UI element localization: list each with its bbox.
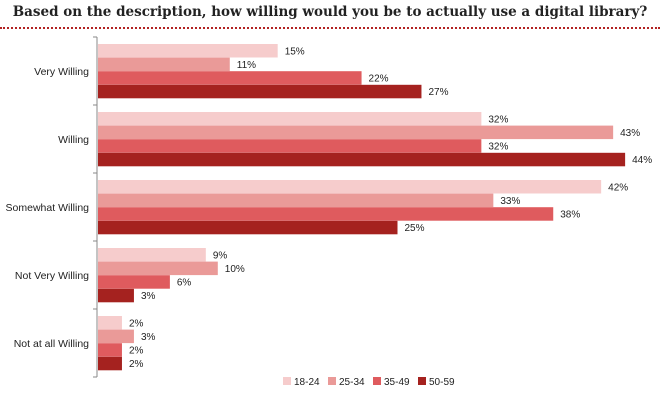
bar [98,44,278,58]
data-label: 15% [285,46,305,57]
bar [98,343,122,357]
bar [98,139,482,153]
data-label: 10% [225,264,245,275]
data-label: 32% [488,141,508,152]
data-label: 9% [213,250,228,261]
data-label: 27% [428,87,448,98]
data-label: 43% [620,128,640,139]
bar [98,84,422,99]
category-label: Willing [58,134,89,146]
bar [98,316,122,330]
legend-swatch [373,377,381,385]
title-divider [0,27,660,29]
legend-label: 50-59 [429,377,455,388]
data-label: 6% [177,277,192,288]
bar [98,152,626,167]
bar [98,71,362,85]
legend-swatch [418,377,426,385]
data-label: 2% [129,359,144,370]
data-label: 33% [500,196,520,207]
data-label: 2% [129,345,144,356]
bar [98,288,134,303]
legend-swatch [328,377,336,385]
category-label: Not Very Willing [15,270,89,282]
bar [98,220,398,235]
legend-label: 25-34 [339,377,365,388]
bar [98,248,206,262]
data-label: 3% [141,332,156,343]
bar [98,261,218,276]
category-label: Somewhat Willing [6,202,90,214]
legend-label: 18-24 [294,377,320,388]
data-label: 25% [405,223,425,234]
bar [98,193,494,208]
data-label: 42% [608,182,628,193]
chart-title: Based on the description, how willing wo… [12,4,648,20]
legend-swatch [283,377,291,385]
data-label: 3% [141,291,156,302]
bar [98,180,602,194]
data-label: 11% [237,60,256,71]
data-label: 2% [129,318,144,329]
bar [98,112,482,126]
data-label: 32% [488,114,508,125]
bar [98,207,554,221]
bar [98,275,170,289]
bar [98,57,230,72]
bar [98,356,122,371]
data-label: 22% [369,73,389,84]
bar [98,329,134,344]
category-label: Very Willing [34,66,89,78]
legend-label: 35-49 [384,377,410,388]
data-label: 44% [632,155,652,166]
data-label: 38% [560,209,580,220]
bar [98,125,614,140]
category-label: Not at all Willing [14,338,89,350]
